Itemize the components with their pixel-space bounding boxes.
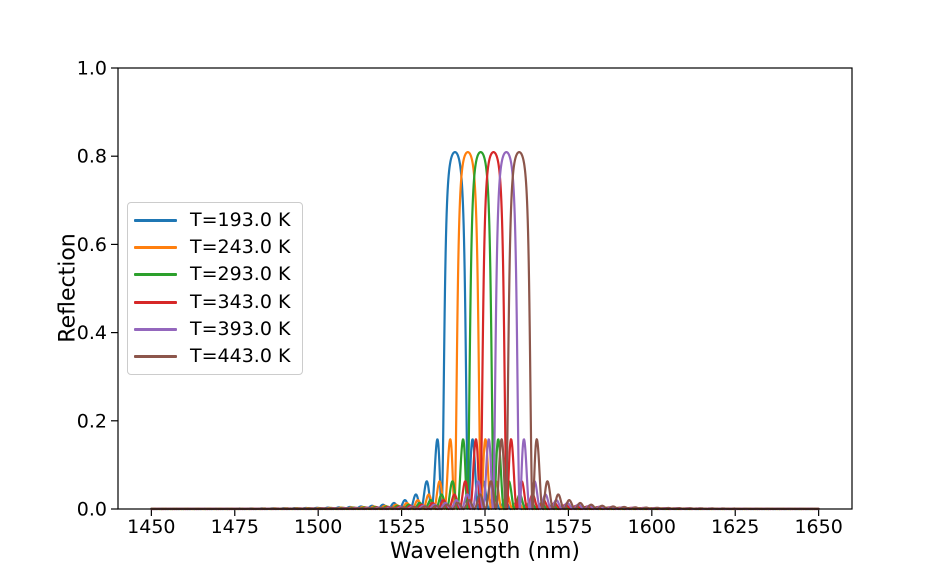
legend-line-sample bbox=[134, 246, 177, 250]
legend-item-label: T=243.0 K bbox=[190, 236, 291, 259]
x-tick-label: 1625 bbox=[711, 516, 759, 538]
legend-item-label: T=293.0 K bbox=[190, 263, 291, 286]
axes-spines bbox=[117, 67, 853, 510]
x-axis-label: Wavelength (nm) bbox=[389, 539, 581, 564]
y-tick-label: 0.4 bbox=[77, 322, 107, 344]
y-tick-label: 0.6 bbox=[77, 234, 107, 256]
legend-item-label: T=193.0 K bbox=[190, 209, 291, 232]
y-tick-label: 0.8 bbox=[77, 146, 107, 168]
legend: T=193.0 K T=243.0 K T=293.0 K T=343.0 K … bbox=[127, 202, 303, 375]
legend-item: T=443.0 K bbox=[134, 343, 296, 369]
x-tick-label: 1500 bbox=[294, 516, 342, 538]
x-tick-label: 1650 bbox=[794, 516, 842, 538]
y-tick-label: 0.0 bbox=[77, 499, 107, 521]
legend-item: T=393.0 K bbox=[134, 316, 296, 342]
x-tick-label: 1600 bbox=[628, 516, 676, 538]
legend-item: T=193.0 K bbox=[134, 208, 296, 234]
x-tick-label: 1550 bbox=[461, 516, 509, 538]
x-tick-label: 1525 bbox=[377, 516, 425, 538]
legend-item-label: T=343.0 K bbox=[190, 290, 291, 313]
legend-line-sample bbox=[134, 273, 177, 277]
x-tick-label: 1475 bbox=[211, 516, 259, 538]
x-tick-label: 1450 bbox=[127, 516, 175, 538]
legend-line-sample bbox=[134, 300, 177, 304]
legend-line-sample bbox=[134, 354, 177, 358]
legend-item-label: T=393.0 K bbox=[190, 317, 291, 340]
legend-line-sample bbox=[134, 219, 177, 223]
legend-item: T=293.0 K bbox=[134, 262, 296, 288]
y-axis-label: Reflection bbox=[55, 233, 81, 343]
y-tick-label: 1.0 bbox=[77, 58, 107, 80]
legend-item: T=243.0 K bbox=[134, 235, 296, 261]
legend-item-label: T=443.0 K bbox=[190, 344, 291, 367]
legend-item: T=343.0 K bbox=[134, 289, 296, 315]
y-tick-label: 0.2 bbox=[77, 410, 107, 432]
x-tick-label: 1575 bbox=[544, 516, 592, 538]
legend-line-sample bbox=[134, 327, 177, 331]
